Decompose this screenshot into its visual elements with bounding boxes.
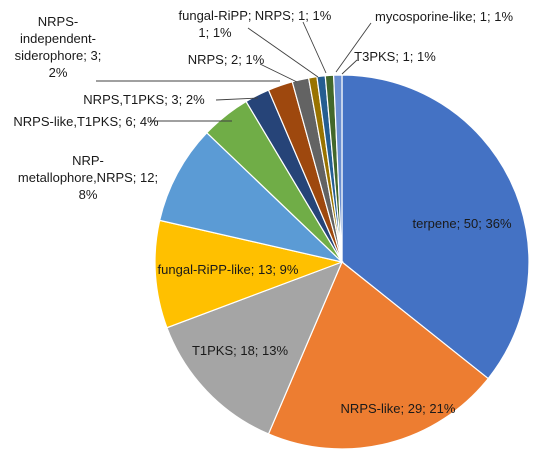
data-label-line: mycosporine-like; 1; 1% — [375, 9, 513, 24]
data-label-line: NRPS- — [38, 14, 78, 29]
data-label-9: NRPS; 2; 1% — [188, 52, 265, 67]
data-label-2: NRPS-like; 29; 21% — [341, 401, 456, 416]
data-label-line: fungal-RiPP-like; 13; 9% — [158, 262, 299, 277]
data-label-5: NRP-metallophore,NRPS; 12; 8% — [18, 153, 158, 202]
data-label-4: fungal-RiPP-like; 13; 9% — [158, 262, 299, 277]
pie-slice-1 — [341, 74, 530, 380]
leader-line-11 — [302, 21, 327, 74]
data-labels: terpene; 50; 36% NRPS-like; 29; 21% T1PKS;… — [13, 8, 513, 416]
data-label-12: mycosporine-like; 1; 1% — [375, 9, 513, 24]
leader-line-7 — [215, 97, 259, 101]
pie-slice-2 — [267, 261, 490, 450]
pie-slice-3 — [166, 260, 344, 435]
leader-line-12 — [335, 22, 372, 73]
data-label-line: T3PKS; 1; 1% — [354, 49, 436, 64]
data-label-line: NRPS-like,T1PKS; 6; 4% — [13, 114, 159, 129]
data-label-8: NRPS-independent-siderophore; 3; 2% — [15, 14, 102, 80]
data-label-13: T3PKS; 1; 1% — [354, 49, 436, 64]
pie-slice-13 — [332, 74, 343, 263]
leader-line-10 — [247, 27, 319, 78]
data-label-11: NRPS; 1; 1% — [255, 8, 332, 23]
pie-slice-4 — [154, 219, 345, 329]
leader-lines — [96, 21, 372, 122]
data-label-line: siderophore; 3; — [15, 48, 102, 63]
leader-line-9 — [259, 63, 298, 83]
data-label-line: independent- — [20, 31, 96, 46]
data-label-line: NRPS; 1; 1% — [255, 8, 332, 23]
data-label-line: metallophore,NRPS; 12; — [18, 170, 158, 185]
data-label-line: terpene; 50; 36% — [412, 216, 511, 231]
data-label-10: fungal-RiPP; 1; 1% — [179, 8, 252, 40]
data-label-3: T1PKS; 18; 13% — [192, 343, 289, 358]
data-label-line: NRP- — [72, 153, 104, 168]
pie-slice-5 — [158, 131, 344, 264]
data-label-6: NRPS-like,T1PKS; 6; 4% — [13, 114, 159, 129]
leader-line-13 — [341, 59, 358, 75]
data-label-line: NRPS; 2; 1% — [188, 52, 265, 67]
data-label-line: T1PKS; 18; 13% — [192, 343, 289, 358]
data-label-line: 2% — [49, 65, 68, 80]
pie-slices — [154, 74, 530, 450]
data-label-line: 1; 1% — [198, 25, 232, 40]
data-label-7: NRPS,T1PKS; 3; 2% — [83, 92, 205, 107]
data-label-line: fungal-RiPP; — [179, 8, 252, 23]
data-label-line: NRPS-like; 29; 21% — [341, 401, 456, 416]
data-label-line: NRPS,T1PKS; 3; 2% — [83, 92, 205, 107]
data-label-line: 8% — [79, 187, 98, 202]
data-label-1: terpene; 50; 36% — [412, 216, 511, 231]
